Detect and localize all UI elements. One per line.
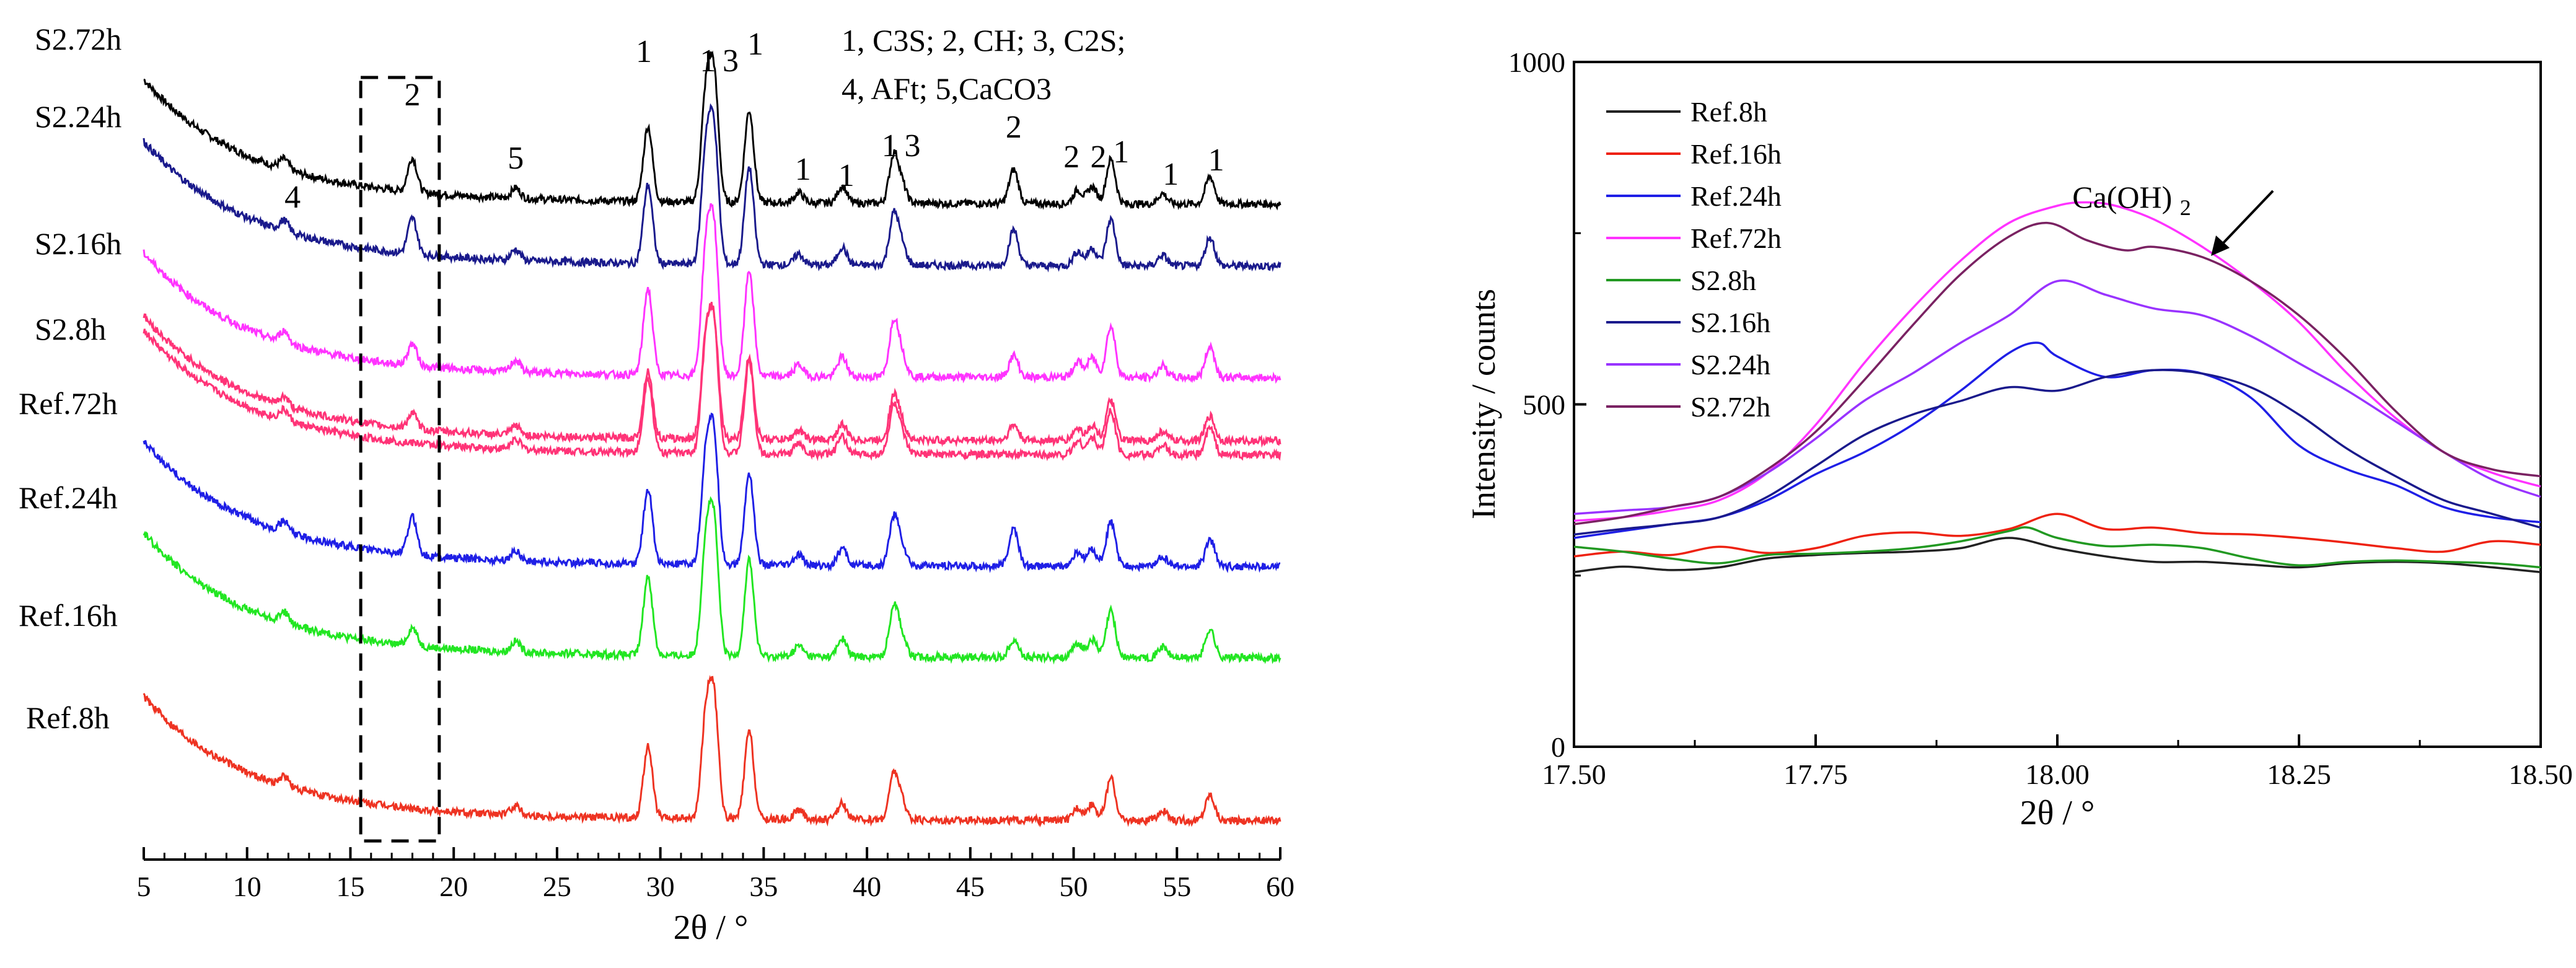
left-x-ticks: 5 10 15 20 25 30 35 40 45 50 55 60 [137, 847, 1295, 902]
row-label-S2-16h: S2.16h [35, 226, 121, 261]
left-chart: 5 10 15 20 25 30 35 40 45 50 55 60 2θ / ° S2.72hS2.… [19, 22, 1295, 947]
left-series-S2-16h [143, 203, 1281, 384]
row-label-S2-24h: S2.24h [35, 99, 121, 134]
left-x-tick-label: 35 [749, 871, 778, 902]
peak-number-label: 1 [1113, 134, 1129, 170]
peak-number-label: 3 [904, 128, 920, 164]
right-series-Ref-24h [1573, 341, 2541, 539]
right-y-ticks: 0 500 1000 [1508, 46, 1586, 763]
right-x-ticks: 17.50 17.75 18.00 18.25 18.50 [1542, 734, 2573, 790]
peak-number-label: 2 [1091, 139, 1107, 175]
row-label-Ref-8h: Ref.8h [26, 700, 110, 735]
legend-label-Ref-16h: Ref.16h [1690, 138, 1782, 170]
right-x-tick-label: 17.75 [1783, 759, 1848, 790]
peak-number-label: 2 [1063, 139, 1079, 175]
peak-number-label: 1 [882, 128, 898, 164]
left-x-tick-label: 55 [1163, 871, 1191, 902]
left-x-tick-label: 45 [956, 871, 985, 902]
legend-label-Ref-72h: Ref.72h [1690, 222, 1782, 254]
right-series-S2-72h [1573, 221, 2541, 526]
right-x-tick-label: 18.25 [2267, 759, 2331, 790]
right-series-Ref-8h [1573, 537, 2541, 573]
left-x-tick-label: 20 [439, 871, 468, 902]
row-label-Ref-16h: Ref.16h [19, 598, 118, 633]
left-x-tick-label: 10 [233, 871, 262, 902]
right-y-tick-label: 1000 [1508, 46, 1565, 78]
left-row-labels: S2.72h S2.24h S2.16h S2.8h Ref.72h Ref.24h Ref… [19, 22, 121, 735]
peak-number-label: 1 [636, 34, 652, 69]
left-series-Ref-16h [143, 496, 1281, 665]
left-series-S2-72h [143, 50, 1281, 211]
peak-number-label: 3 [723, 43, 739, 79]
row-label-S2-8h: S2.8h [35, 312, 106, 346]
right-x-tick-label: 18.00 [2025, 759, 2090, 790]
peak-number-label: 1 [1208, 143, 1224, 178]
left-x-tick-label: 25 [543, 871, 571, 902]
right-chart: 17.50 17.75 18.00 18.25 18.50 0 500 1000 2θ / … [1465, 46, 2573, 832]
right-series-Ref-16h [1573, 513, 2541, 558]
caoh2-annotation: Ca(OH) 2 [2072, 180, 2274, 256]
legend-label-S2-72h: S2.72h [1690, 391, 1770, 423]
left-series-S2-8h [143, 302, 1281, 448]
peak-number-label: 4 [284, 180, 301, 215]
left-series-Ref-8h [143, 675, 1281, 828]
right-x-tick-label: 18.50 [2508, 759, 2573, 790]
left-x-tick-label: 15 [336, 871, 364, 902]
left-x-tick-label: 30 [646, 871, 675, 902]
left-series-Ref-72h [143, 303, 1281, 462]
right-series-Ref-72h [1573, 201, 2541, 522]
ch-region-dashed-box [359, 76, 441, 843]
right-series-S2-8h [1573, 526, 2541, 569]
left-x-tick-label: 60 [1266, 871, 1295, 902]
left-x-tick-label: 50 [1060, 871, 1088, 902]
peak-legend-line-1: 1, C3S; 2, CH; 3, C2S; [842, 23, 1125, 58]
right-series-S2-24h [1573, 279, 2541, 516]
legend-label-S2-8h: S2.8h [1690, 265, 1756, 296]
caoh2-arrow-shaft [2220, 190, 2274, 246]
legend-label-S2-16h: S2.16h [1690, 307, 1770, 338]
peak-legend-annotation: 1, C3S; 2, CH; 3, C2S; 4, AFt; 5,CaCO3 [842, 23, 1125, 106]
left-x-tick-label: 5 [137, 871, 151, 902]
caoh2-label-text: Ca(OH) [2072, 180, 2172, 214]
right-y-tick-label: 0 [1551, 731, 1565, 763]
left-series-Ref-24h [143, 412, 1281, 573]
peak-number-label: 1 [700, 43, 716, 79]
right-x-axis-label: 2θ / ° [2020, 794, 2095, 832]
caoh2-label: Ca(OH) 2 [2072, 180, 2191, 220]
peak-number-label: 2 [404, 77, 420, 113]
peak-number-label: 1 [795, 152, 811, 187]
peak-number-label: 1 [838, 158, 855, 193]
legend-label-S2-24h: S2.24h [1690, 349, 1770, 381]
legend-label-Ref-8h: Ref.8h [1690, 96, 1767, 128]
caoh2-arrow-head [2211, 235, 2230, 256]
peak-number-label: 1 [747, 27, 763, 62]
peak-number-label: 2 [1006, 110, 1022, 145]
left-series-group [143, 50, 1281, 828]
right-y-tick-label: 500 [1523, 389, 1565, 421]
caoh2-subscript: 2 [2180, 195, 2191, 220]
right-series-group [1573, 201, 2541, 573]
peak-number-label: 1 [1163, 157, 1179, 192]
row-label-Ref-72h: Ref.72h [19, 386, 118, 421]
left-x-axis-label: 2θ / ° [674, 909, 749, 947]
row-label-S2-72h: S2.72h [35, 22, 121, 56]
row-label-Ref-24h: Ref.24h [19, 480, 118, 515]
right-y-axis-label: Intensity / counts [1465, 289, 1502, 519]
right-legend: Ref.8h Ref.16h Ref.24h Ref.72h S2.8h S2.16h S2… [1606, 96, 1782, 423]
legend-label-Ref-24h: Ref.24h [1690, 180, 1782, 212]
right-series-S2-16h [1573, 369, 2541, 536]
left-x-tick-label: 40 [853, 871, 881, 902]
peak-number-label: 5 [508, 141, 524, 176]
left-series-S2-24h [143, 103, 1281, 273]
right-x-tick-label: 17.50 [1542, 759, 1606, 790]
peak-legend-line-2: 4, AFt; 5,CaCO3 [842, 71, 1052, 106]
